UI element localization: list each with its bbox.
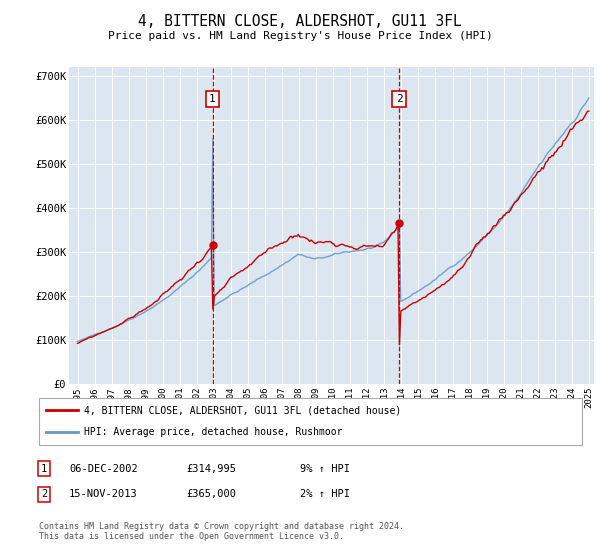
Text: Price paid vs. HM Land Registry's House Price Index (HPI): Price paid vs. HM Land Registry's House … [107, 31, 493, 41]
Text: 1: 1 [41, 464, 47, 474]
Text: 1: 1 [209, 94, 216, 104]
Text: 2: 2 [396, 94, 403, 104]
Text: HPI: Average price, detached house, Rushmoor: HPI: Average price, detached house, Rush… [84, 427, 343, 437]
Text: 15-NOV-2013: 15-NOV-2013 [69, 489, 138, 500]
Text: 4, BITTERN CLOSE, ALDERSHOT, GU11 3FL (detached house): 4, BITTERN CLOSE, ALDERSHOT, GU11 3FL (d… [84, 405, 401, 416]
Text: 06-DEC-2002: 06-DEC-2002 [69, 464, 138, 474]
Text: 2: 2 [41, 489, 47, 500]
Text: 4, BITTERN CLOSE, ALDERSHOT, GU11 3FL: 4, BITTERN CLOSE, ALDERSHOT, GU11 3FL [138, 14, 462, 29]
Text: £314,995: £314,995 [186, 464, 236, 474]
Text: 9% ↑ HPI: 9% ↑ HPI [300, 464, 350, 474]
Text: 2% ↑ HPI: 2% ↑ HPI [300, 489, 350, 500]
Text: £365,000: £365,000 [186, 489, 236, 500]
Text: Contains HM Land Registry data © Crown copyright and database right 2024.
This d: Contains HM Land Registry data © Crown c… [39, 522, 404, 542]
